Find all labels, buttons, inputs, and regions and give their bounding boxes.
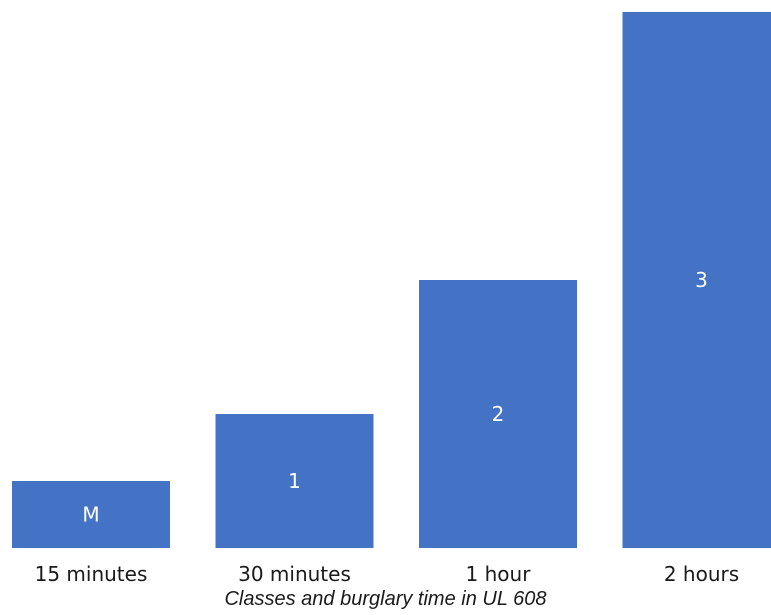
bar-2 (419, 280, 577, 548)
bar-label-0: M (82, 503, 99, 527)
bar-0 (12, 481, 170, 548)
x-tick-label-2: 1 hour (466, 562, 532, 586)
bar-label-2: 2 (492, 402, 505, 426)
bar-label-3: 3 (695, 268, 708, 292)
plot-area: M 15 minutes 1 30 minutes 2 1 hour 3 2 hours (12, 12, 771, 586)
x-tick-label-0: 15 minutes (35, 562, 148, 586)
bar-chart: M 15 minutes 1 30 minutes 2 1 hour 3 2 hours (12, 12, 771, 586)
x-tick-label-1: 30 minutes (238, 562, 351, 586)
bar-1 (215, 414, 374, 548)
bar-3 (622, 12, 771, 548)
chart-caption: Classes and burglary time in UL 608 (224, 588, 547, 610)
x-tick-label-3: 2 hours (664, 562, 739, 586)
bar-label-1: 1 (288, 469, 301, 493)
